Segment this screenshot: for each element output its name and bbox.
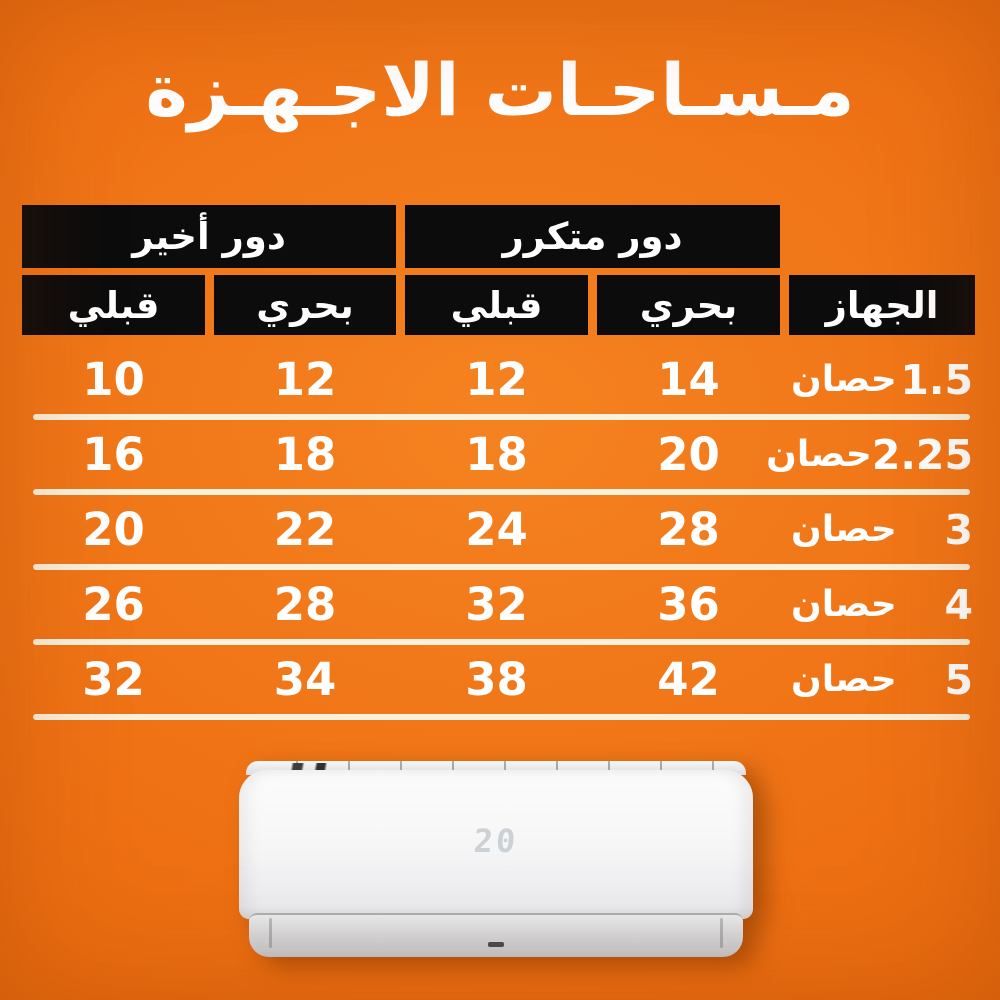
device-unit: حصان	[791, 359, 897, 400]
cell-last-bahari: 18	[273, 428, 337, 481]
cell-repeated-qibli: 38	[465, 653, 528, 706]
cell-last-qibli: 16	[82, 428, 145, 481]
cell-last-qibli: 20	[82, 503, 145, 556]
cell-repeated-qibli: 32	[465, 578, 528, 631]
cell-last-qibli: 10	[82, 353, 145, 406]
subheader-repeated-qibli: قبلي	[405, 275, 588, 335]
cell-last-qibli: 32	[82, 653, 145, 706]
cell-device: 2.25 حصان	[766, 430, 975, 479]
row-separator	[33, 489, 970, 495]
cell-repeated-qibli: 24	[465, 503, 528, 556]
group-header-last-floor: دور أخير	[22, 205, 396, 268]
sub-header-row: قبلي بحري قبلي بحري الجهاز	[22, 275, 975, 335]
device-hp: 2.25	[871, 430, 973, 479]
cell-last-qibli: 26	[82, 578, 145, 631]
cell-device: 3 حصان	[789, 506, 975, 554]
table-row: 26 28 32 36 4 حصان	[22, 570, 975, 639]
row-separator	[33, 639, 970, 645]
cell-repeated-qibli: 12	[465, 353, 528, 406]
group-header-last-floor-label: دور أخير	[132, 215, 286, 258]
table-row: 16 18 18 20 2.25 حصان	[22, 420, 975, 489]
area-table: دور أخير دور متكرر قبلي بحري قبلي بحري ا…	[22, 205, 975, 720]
subheader-last-qibli: قبلي	[22, 275, 205, 335]
device-unit: حصان	[791, 659, 897, 700]
cell-repeated-bahari: 36	[657, 578, 720, 631]
cell-last-bahari: 34	[273, 653, 337, 706]
ac-vent-marks	[267, 763, 353, 773]
cell-repeated-qibli: 18	[465, 428, 528, 481]
device-hp: 4	[944, 580, 973, 629]
table-row: 20 22 24 28 3 حصان	[22, 495, 975, 564]
row-separator	[33, 714, 970, 720]
cell-repeated-bahari: 14	[657, 353, 720, 406]
table-body: 10 12 12 14 1.5 حصان 16 18 18 20 2.25 حص…	[22, 345, 975, 720]
group-header-repeated-floor: دور متكرر	[405, 205, 780, 268]
cell-last-bahari: 28	[273, 578, 337, 631]
table-row: 32 34 38 42 5 حصان	[22, 645, 975, 714]
subheader-last-bahari: بحري	[214, 275, 396, 335]
device-hp: 1.5	[900, 355, 973, 404]
cell-device: 4 حصان	[789, 581, 975, 629]
subheader-device: الجهاز	[789, 275, 975, 335]
air-conditioner-image: 20	[239, 761, 753, 957]
cell-last-bahari: 12	[273, 353, 337, 406]
ac-logo	[488, 942, 504, 947]
table-row: 10 12 12 14 1.5 حصان	[22, 345, 975, 414]
group-header-repeated-floor-label: دور متكرر	[502, 215, 683, 258]
ac-body: 20	[239, 770, 753, 919]
cell-repeated-bahari: 28	[657, 503, 720, 556]
cell-repeated-bahari: 20	[657, 428, 720, 481]
page-title: مـسـاحـات الاجـهـزة	[145, 48, 855, 132]
cell-repeated-bahari: 42	[657, 653, 720, 706]
device-unit: حصان	[766, 434, 872, 475]
ac-temperature-display: 20	[472, 822, 520, 860]
subheader-repeated-bahari: بحري	[597, 275, 780, 335]
device-unit: حصان	[791, 584, 897, 625]
cell-device: 5 حصان	[789, 656, 975, 704]
group-header-row: دور أخير دور متكرر	[22, 205, 975, 268]
ac-bottom-flap	[249, 913, 743, 957]
cell-last-bahari: 22	[273, 503, 337, 556]
device-hp: 3	[944, 505, 973, 554]
device-hp: 5	[944, 655, 973, 704]
device-unit: حصان	[791, 509, 897, 550]
row-separator	[33, 564, 970, 570]
cell-device: 1.5 حصان	[789, 356, 975, 404]
row-separator	[33, 414, 970, 420]
